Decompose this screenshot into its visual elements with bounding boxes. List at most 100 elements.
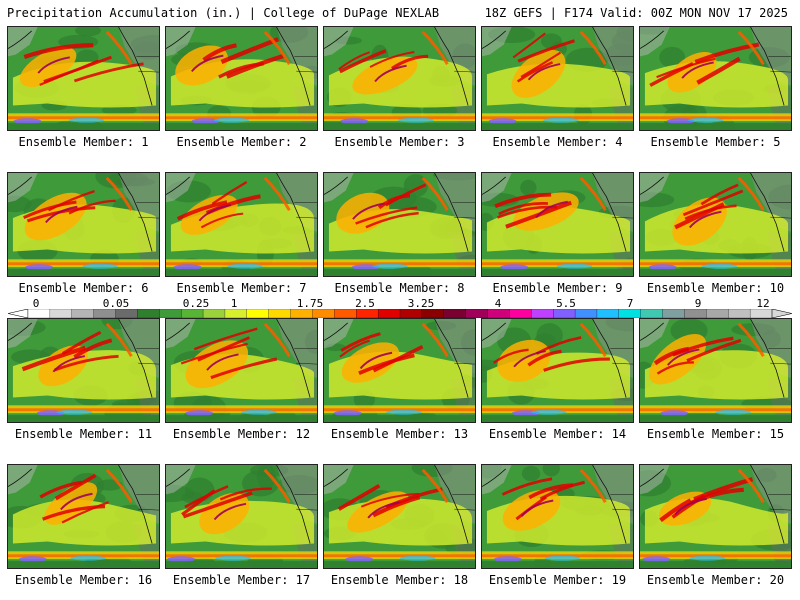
member-label: Ensemble Member: 15 bbox=[646, 427, 785, 441]
precip-map bbox=[639, 318, 792, 423]
precip-map bbox=[639, 172, 792, 277]
precip-map bbox=[639, 26, 792, 131]
legend-swatch bbox=[137, 309, 160, 318]
legend-swatch bbox=[334, 309, 357, 318]
legend-swatch bbox=[728, 309, 751, 318]
member-label: Ensemble Member: 16 bbox=[14, 573, 153, 587]
member-label: Ensemble Member: 18 bbox=[330, 573, 469, 587]
precip-legend: 0 0.05 0.25 1 1.75 2.5 3.25 4 5.5 7 9 12 bbox=[8, 297, 792, 319]
member-label: Ensemble Member: 14 bbox=[488, 427, 627, 441]
legend-swatch bbox=[49, 309, 73, 318]
ensemble-panel: Ensemble Member: 12 bbox=[165, 318, 318, 450]
member-label: Ensemble Member: 11 bbox=[14, 427, 153, 441]
member-label: Ensemble Member: 17 bbox=[172, 573, 311, 587]
precip-map bbox=[165, 26, 318, 131]
legend-swatch bbox=[202, 309, 226, 318]
legend-swatch bbox=[159, 309, 182, 318]
ensemble-panel: Ensemble Member: 8 bbox=[323, 172, 476, 304]
ensemble-panel: Ensemble Member: 6 bbox=[7, 172, 160, 304]
precip-map bbox=[481, 172, 634, 277]
legend-tick-label: 12 bbox=[756, 297, 770, 310]
ensemble-panel: Ensemble Member: 10 bbox=[639, 172, 792, 304]
legend-colorbar bbox=[8, 309, 792, 318]
legend-swatch bbox=[443, 309, 467, 318]
member-label: Ensemble Member: 2 bbox=[176, 135, 307, 149]
ensemble-panel: Ensemble Member: 17 bbox=[165, 464, 318, 596]
precip-map bbox=[323, 26, 476, 131]
ensemble-panel: Ensemble Member: 4 bbox=[481, 26, 634, 158]
legend-swatch bbox=[465, 309, 488, 318]
member-label: Ensemble Member: 5 bbox=[650, 135, 781, 149]
legend-swatch bbox=[596, 309, 620, 318]
run-info: 18Z GEFS | F174 Valid: 00Z MON NOV 17 20… bbox=[484, 6, 788, 20]
legend-swatch bbox=[246, 309, 270, 318]
precip-map bbox=[7, 318, 160, 423]
ensemble-panel: Ensemble Member: 9 bbox=[481, 172, 634, 304]
legend-tick-label: 5.5 bbox=[556, 297, 576, 310]
legend-tick-label: 4 bbox=[494, 297, 502, 310]
header: Precipitation Accumulation (in.) | Colle… bbox=[0, 0, 800, 24]
legend-swatch bbox=[640, 309, 664, 318]
member-label: Ensemble Member: 6 bbox=[18, 281, 149, 295]
precip-map bbox=[165, 464, 318, 569]
legend-swatch bbox=[553, 309, 576, 318]
member-label: Ensemble Member: 8 bbox=[334, 281, 465, 295]
ensemble-panel: Ensemble Member: 5 bbox=[639, 26, 792, 158]
legend-swatch bbox=[290, 309, 313, 318]
member-label: Ensemble Member: 1 bbox=[18, 135, 149, 149]
legend-tick-label: 1 bbox=[230, 297, 238, 310]
member-label: Ensemble Member: 9 bbox=[492, 281, 623, 295]
member-label: Ensemble Member: 13 bbox=[330, 427, 469, 441]
member-label: Ensemble Member: 10 bbox=[646, 281, 785, 295]
precip-map bbox=[639, 464, 792, 569]
precip-map bbox=[323, 464, 476, 569]
ensemble-panel: Ensemble Member: 16 bbox=[7, 464, 160, 596]
legend-tick-label: 2.5 bbox=[355, 297, 375, 310]
legend-swatch bbox=[574, 309, 598, 318]
legend-swatch bbox=[509, 309, 532, 318]
ensemble-panel: Ensemble Member: 14 bbox=[481, 318, 634, 450]
legend-swatch bbox=[618, 309, 642, 318]
legend-tick-label: 3.25 bbox=[407, 297, 435, 310]
legend-swatch bbox=[399, 309, 423, 318]
legend-arrow-right bbox=[771, 309, 792, 318]
precip-map bbox=[165, 318, 318, 423]
legend-swatch bbox=[115, 309, 138, 318]
ensemble-panel: Ensemble Member: 20 bbox=[639, 464, 792, 596]
legend-swatch bbox=[27, 309, 51, 318]
legend-swatch bbox=[93, 309, 116, 318]
member-label: Ensemble Member: 4 bbox=[492, 135, 623, 149]
precip-map bbox=[323, 318, 476, 423]
legend-tick-label: 0.25 bbox=[182, 297, 210, 310]
member-label: Ensemble Member: 19 bbox=[488, 573, 627, 587]
precip-map bbox=[7, 464, 160, 569]
legend-swatch bbox=[706, 309, 729, 318]
precip-map bbox=[7, 172, 160, 277]
legend-tick-label: 9 bbox=[694, 297, 702, 310]
precip-map bbox=[481, 26, 634, 131]
legend-swatch bbox=[487, 309, 510, 318]
legend-swatch bbox=[268, 309, 292, 318]
member-label: Ensemble Member: 3 bbox=[334, 135, 465, 149]
legend-tick-label: 7 bbox=[626, 297, 634, 310]
legend-swatch bbox=[71, 309, 95, 318]
ensemble-panel: Ensemble Member: 1 bbox=[7, 26, 160, 158]
legend-swatch bbox=[421, 309, 445, 318]
ensemble-panel: Ensemble Member: 3 bbox=[323, 26, 476, 158]
legend-swatch bbox=[531, 309, 554, 318]
legend-tick-label: 0.05 bbox=[102, 297, 130, 310]
legend-swatch bbox=[356, 309, 379, 318]
ensemble-panel: Ensemble Member: 18 bbox=[323, 464, 476, 596]
legend-labels: 0 0.05 0.25 1 1.75 2.5 3.25 4 5.5 7 9 12 bbox=[8, 297, 792, 310]
page-title: Precipitation Accumulation (in.) | Colle… bbox=[7, 6, 440, 20]
precip-map bbox=[165, 172, 318, 277]
legend-swatch bbox=[749, 309, 773, 318]
legend-tick-label: 1.75 bbox=[296, 297, 324, 310]
ensemble-panel: Ensemble Member: 13 bbox=[323, 318, 476, 450]
legend-tick-label: 0 bbox=[32, 297, 40, 310]
legend-arrow-left bbox=[8, 309, 29, 318]
member-label: Ensemble Member: 20 bbox=[646, 573, 785, 587]
legend-swatch bbox=[377, 309, 401, 318]
precip-map bbox=[481, 464, 634, 569]
ensemble-panel: Ensemble Member: 11 bbox=[7, 318, 160, 450]
